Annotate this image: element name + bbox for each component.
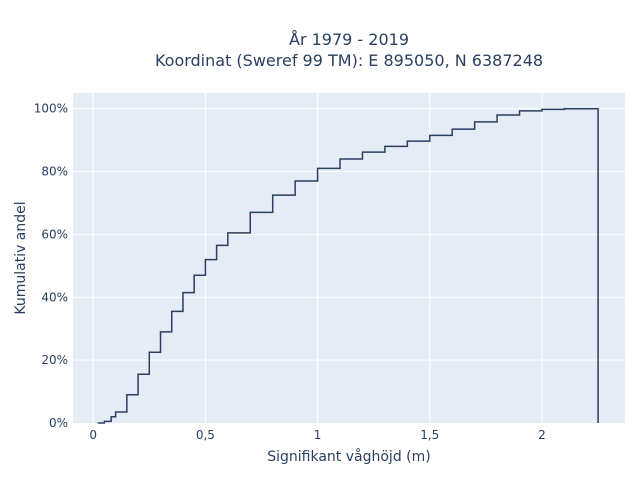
series-layer bbox=[97, 107, 599, 424]
y-tick-label: 0% bbox=[49, 416, 68, 430]
x-axis-ticks: 0 0,5 1 1,5 2 bbox=[89, 428, 545, 442]
x-tick-label: 1,5 bbox=[420, 428, 439, 442]
chart-title: År 1979 - 2019 bbox=[289, 30, 409, 49]
y-axis-title: Kumulativ andel bbox=[13, 201, 29, 314]
x-tick-label: 2 bbox=[538, 428, 546, 442]
grid-lines bbox=[73, 93, 625, 423]
cumulative-step-line bbox=[97, 107, 599, 424]
plot-area bbox=[73, 93, 625, 423]
x-tick-label: 0 bbox=[89, 428, 97, 442]
y-tick-label: 40% bbox=[41, 290, 68, 304]
x-tick-label: 0,5 bbox=[196, 428, 215, 442]
chart-subtitle: Koordinat (Sweref 99 TM): E 895050, N 63… bbox=[155, 51, 543, 70]
x-tick-label: 1 bbox=[314, 428, 322, 442]
y-tick-label: 60% bbox=[41, 227, 68, 241]
y-tick-label: 80% bbox=[41, 165, 68, 179]
y-axis-ticks: 0% 20% 40% 60% 80% 100% bbox=[34, 102, 68, 430]
y-tick-label: 100% bbox=[34, 102, 68, 116]
x-axis-title: Signifikant våghöjd (m) bbox=[267, 448, 430, 465]
y-tick-label: 20% bbox=[41, 353, 68, 367]
